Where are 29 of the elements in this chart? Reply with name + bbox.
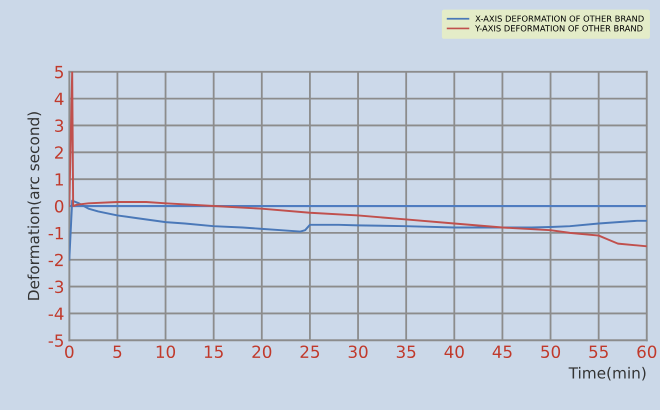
y-tick-label: -3 xyxy=(48,280,64,294)
x-tick-label: 25 xyxy=(300,345,320,358)
x-tick-label: 40 xyxy=(444,345,464,358)
legend-label: Y-AXIS DEFORMATION OF OTHER BRAND xyxy=(475,25,643,32)
legend-label: X-AXIS DEFORMATION OF OTHER BRAND xyxy=(475,15,644,22)
x-tick-label: 10 xyxy=(156,345,176,358)
y-tick-label: -4 xyxy=(48,308,64,320)
y-tick-label: 4 xyxy=(54,92,64,105)
x-axis-title: Time(min) xyxy=(568,366,646,380)
x-tick-label: 60 xyxy=(637,345,656,358)
x-tick-label: 50 xyxy=(541,345,560,358)
x-tick-label: 20 xyxy=(252,345,272,358)
y-tick-label: 3 xyxy=(55,119,64,132)
y-tick-label: -2 xyxy=(48,254,63,266)
y-tick-label: 5 xyxy=(55,66,63,78)
x-tick-label: 30 xyxy=(348,345,368,358)
y-axis-title: Deformation(arc second) xyxy=(27,112,42,300)
y-tick-label: 2 xyxy=(55,146,63,159)
x-tick-label: 0 xyxy=(65,345,74,358)
x-tick-label: 35 xyxy=(396,345,416,358)
y-tick-label: 0 xyxy=(54,200,64,213)
line-series xyxy=(69,200,647,261)
y-tick-label: -5 xyxy=(48,334,63,347)
x-tick-label: 5 xyxy=(113,346,122,358)
y-tick-label: 1 xyxy=(56,173,63,186)
x-tick-label: 45 xyxy=(492,346,512,358)
x-tick-label: 15 xyxy=(204,346,223,358)
y-tick-label: -1 xyxy=(48,227,63,240)
x-tick-label: 55 xyxy=(589,346,608,358)
